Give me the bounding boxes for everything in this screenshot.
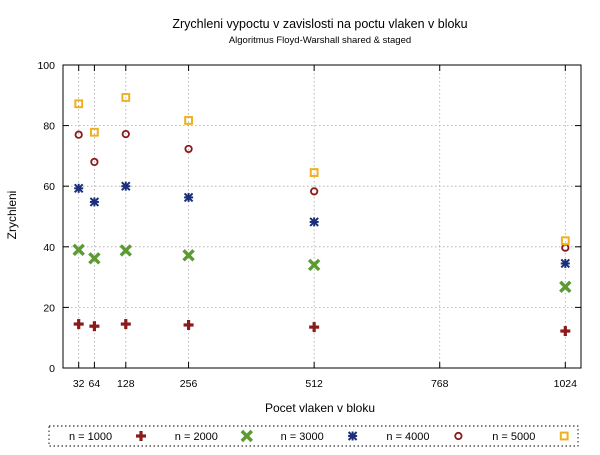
x-tick-label: 768	[431, 378, 449, 390]
legend-marker	[136, 431, 146, 441]
chart-subtitle: Algoritmus Floyd-Warshall shared & stage…	[229, 35, 411, 46]
data-point	[73, 183, 84, 194]
grid	[63, 65, 581, 368]
legend-label: n = 4000	[386, 431, 429, 443]
legend-label: n = 1000	[69, 431, 112, 443]
data-point	[307, 258, 321, 272]
legend-label: n = 2000	[175, 431, 218, 443]
plot-frame	[62, 64, 582, 369]
data-point	[183, 319, 194, 330]
data-point	[89, 321, 100, 332]
data-point	[559, 280, 572, 293]
data-point	[72, 243, 85, 257]
y-tick-label: 60	[43, 181, 55, 193]
data-point	[309, 217, 319, 227]
y-tick-label: 0	[49, 363, 55, 375]
data-point	[560, 258, 571, 269]
data-point	[120, 319, 131, 330]
data-point	[90, 157, 99, 167]
data-point	[88, 252, 101, 265]
legend-marker	[454, 431, 463, 441]
y-axis-label: Zrychleni	[5, 191, 19, 240]
y-tick-label: 80	[43, 121, 55, 133]
data-point	[184, 116, 193, 125]
data-point	[183, 192, 194, 203]
data-point	[121, 129, 130, 139]
chart-title: Zrychleni vypoctu v zavislosti na poctu …	[172, 17, 467, 31]
legend-label: n = 5000	[492, 431, 535, 443]
data-point	[184, 144, 193, 154]
x-axis-label: Pocet vlaken v bloku	[265, 401, 375, 415]
data-point	[74, 99, 84, 109]
data-point	[89, 197, 100, 207]
data-point	[560, 326, 571, 337]
axes	[62, 64, 582, 369]
x-tick-label: 1024	[554, 378, 578, 390]
data-point	[560, 236, 570, 246]
legend-marker	[240, 429, 254, 443]
data-point	[73, 319, 84, 330]
legend-marker	[347, 431, 358, 441]
x-tick-label: 32	[73, 378, 85, 390]
legend-marker	[559, 431, 569, 441]
data-point	[119, 244, 132, 257]
legend-label: n = 3000	[281, 431, 324, 443]
data-point	[89, 127, 99, 137]
x-tick-label: 128	[117, 378, 135, 390]
y-tick-label: 100	[37, 60, 55, 72]
x-tick-label: 512	[305, 378, 323, 390]
data-point	[310, 187, 319, 196]
data-point	[309, 322, 320, 333]
data-point	[309, 168, 319, 177]
data-point	[121, 93, 131, 102]
x-tick-label: 64	[89, 378, 101, 390]
legend: n = 1000 n = 2000 n = 3000 n = 4000 n = 5000	[48, 425, 579, 447]
data-point	[182, 249, 195, 262]
y-tick-label: 40	[43, 242, 55, 254]
tick-labels: 0 20 40 60 80 100 32 64 128 256 512 768 1024	[37, 60, 577, 390]
y-tick-label: 20	[43, 302, 55, 314]
data-point	[74, 130, 83, 139]
data-points	[72, 93, 572, 337]
data-point	[121, 181, 131, 191]
legend-box	[48, 425, 579, 447]
x-tick-label: 256	[180, 378, 198, 390]
